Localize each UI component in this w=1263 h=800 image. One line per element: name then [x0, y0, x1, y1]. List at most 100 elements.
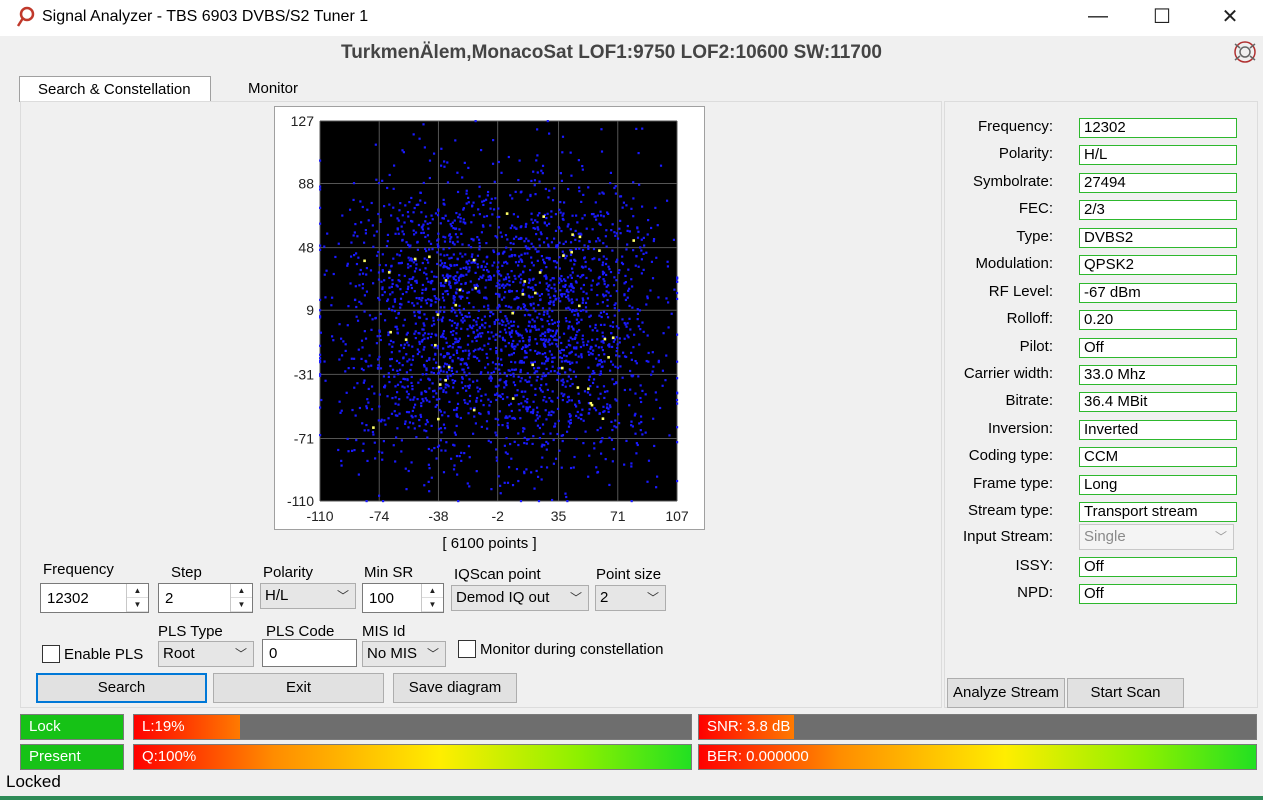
data-point: [649, 289, 652, 292]
data-point: [570, 350, 573, 353]
info-value-input-stream[interactable]: Single ﹀: [1079, 524, 1234, 550]
spin-up-icon[interactable]: ▲: [127, 584, 148, 598]
data-point: [376, 335, 379, 338]
data-point: [446, 273, 449, 276]
data-point: [412, 422, 415, 425]
data-point-highlight: [472, 408, 476, 412]
tab-monitor[interactable]: Monitor: [248, 80, 299, 97]
data-point: [456, 236, 459, 239]
min-sr-spinner[interactable]: 100 ▲ ▼: [362, 583, 444, 613]
data-point: [391, 279, 394, 282]
chevron-down-icon: ﹀: [569, 591, 582, 605]
data-point: [439, 259, 442, 262]
data-point: [378, 494, 381, 497]
data-point: [416, 348, 419, 351]
spin-up-icon[interactable]: ▲: [422, 584, 443, 598]
data-point: [554, 332, 558, 335]
data-point: [493, 320, 496, 324]
data-point: [424, 235, 427, 239]
data-point: [500, 298, 504, 301]
data-point: [647, 459, 651, 462]
data-point: [603, 410, 606, 413]
search-button[interactable]: Search: [36, 673, 207, 703]
data-point: [420, 299, 423, 302]
spin-down-icon[interactable]: ▼: [422, 598, 443, 612]
data-point: [431, 279, 434, 283]
info-value-type: DVBS2: [1079, 228, 1237, 248]
data-point: [650, 373, 653, 376]
monitor-during-checkbox[interactable]: [458, 640, 476, 658]
minimize-button[interactable]: —: [1088, 4, 1108, 27]
data-point: [630, 207, 633, 210]
data-point: [392, 444, 395, 447]
data-point: [430, 371, 433, 374]
data-point-highlight: [454, 303, 458, 307]
data-point: [381, 293, 384, 297]
data-point: [543, 334, 547, 337]
data-point: [435, 398, 438, 401]
data-point: [588, 454, 591, 457]
tab-search-constellation[interactable]: Search & Constellation: [19, 76, 211, 102]
data-point: [464, 385, 467, 388]
y-tick-label: 127: [291, 113, 315, 129]
mis-id-select[interactable]: No MIS ﹀: [362, 641, 446, 667]
data-point: [496, 318, 500, 321]
save-diagram-button[interactable]: Save diagram: [393, 673, 517, 703]
exit-button[interactable]: Exit: [213, 673, 384, 703]
data-point: [612, 447, 615, 451]
data-point: [560, 348, 563, 352]
pls-type-select[interactable]: Root ﹀: [158, 641, 254, 667]
data-point: [453, 464, 456, 467]
data-point: [542, 342, 545, 345]
polarity-select[interactable]: H/L ﹀: [260, 583, 356, 609]
data-point: [558, 256, 561, 259]
data-point: [379, 312, 382, 316]
data-point: [504, 277, 508, 281]
spin-down-icon[interactable]: ▼: [231, 598, 252, 612]
data-point: [553, 283, 556, 286]
data-point: [319, 298, 322, 302]
data-point: [353, 386, 356, 389]
data-point: [536, 417, 539, 420]
maximize-button[interactable]: ☐: [1153, 5, 1171, 28]
data-point: [512, 375, 515, 378]
data-point: [370, 385, 374, 388]
spin-down-icon[interactable]: ▼: [127, 598, 148, 612]
iqscan-select[interactable]: Demod IQ out ﹀: [451, 585, 589, 611]
data-point: [514, 394, 517, 397]
data-point: [449, 344, 452, 348]
data-point: [532, 435, 535, 438]
enable-pls-checkbox[interactable]: [42, 645, 60, 663]
point-size-select[interactable]: 2 ﹀: [595, 585, 666, 611]
data-point: [406, 210, 410, 214]
data-point: [420, 402, 423, 405]
data-point: [467, 357, 470, 360]
data-point: [437, 444, 441, 447]
data-point: [570, 310, 574, 313]
data-point: [577, 232, 580, 235]
data-point: [493, 322, 496, 326]
data-point: [410, 283, 413, 287]
spin-up-icon[interactable]: ▲: [231, 584, 252, 598]
data-point: [534, 219, 537, 222]
start-scan-button[interactable]: Start Scan: [1067, 678, 1184, 708]
analyze-stream-button[interactable]: Analyze Stream: [947, 678, 1065, 708]
data-point: [379, 220, 382, 223]
data-point: [557, 419, 560, 423]
step-spinner[interactable]: 2 ▲ ▼: [158, 583, 253, 613]
close-button[interactable]: ✕: [1221, 5, 1239, 28]
data-point: [474, 355, 477, 358]
frequency-spinner[interactable]: 12302 ▲ ▼: [40, 583, 149, 613]
data-point-highlight: [444, 378, 447, 382]
data-point: [507, 369, 510, 372]
data-point: [637, 151, 640, 155]
data-point: [565, 346, 568, 349]
data-point-highlight: [458, 288, 462, 292]
data-point: [524, 345, 527, 349]
data-point: [521, 290, 524, 293]
data-point: [598, 222, 601, 225]
data-point: [543, 352, 547, 355]
data-point: [351, 449, 354, 452]
pls-code-input[interactable]: 0: [262, 639, 357, 667]
data-point: [580, 417, 583, 421]
